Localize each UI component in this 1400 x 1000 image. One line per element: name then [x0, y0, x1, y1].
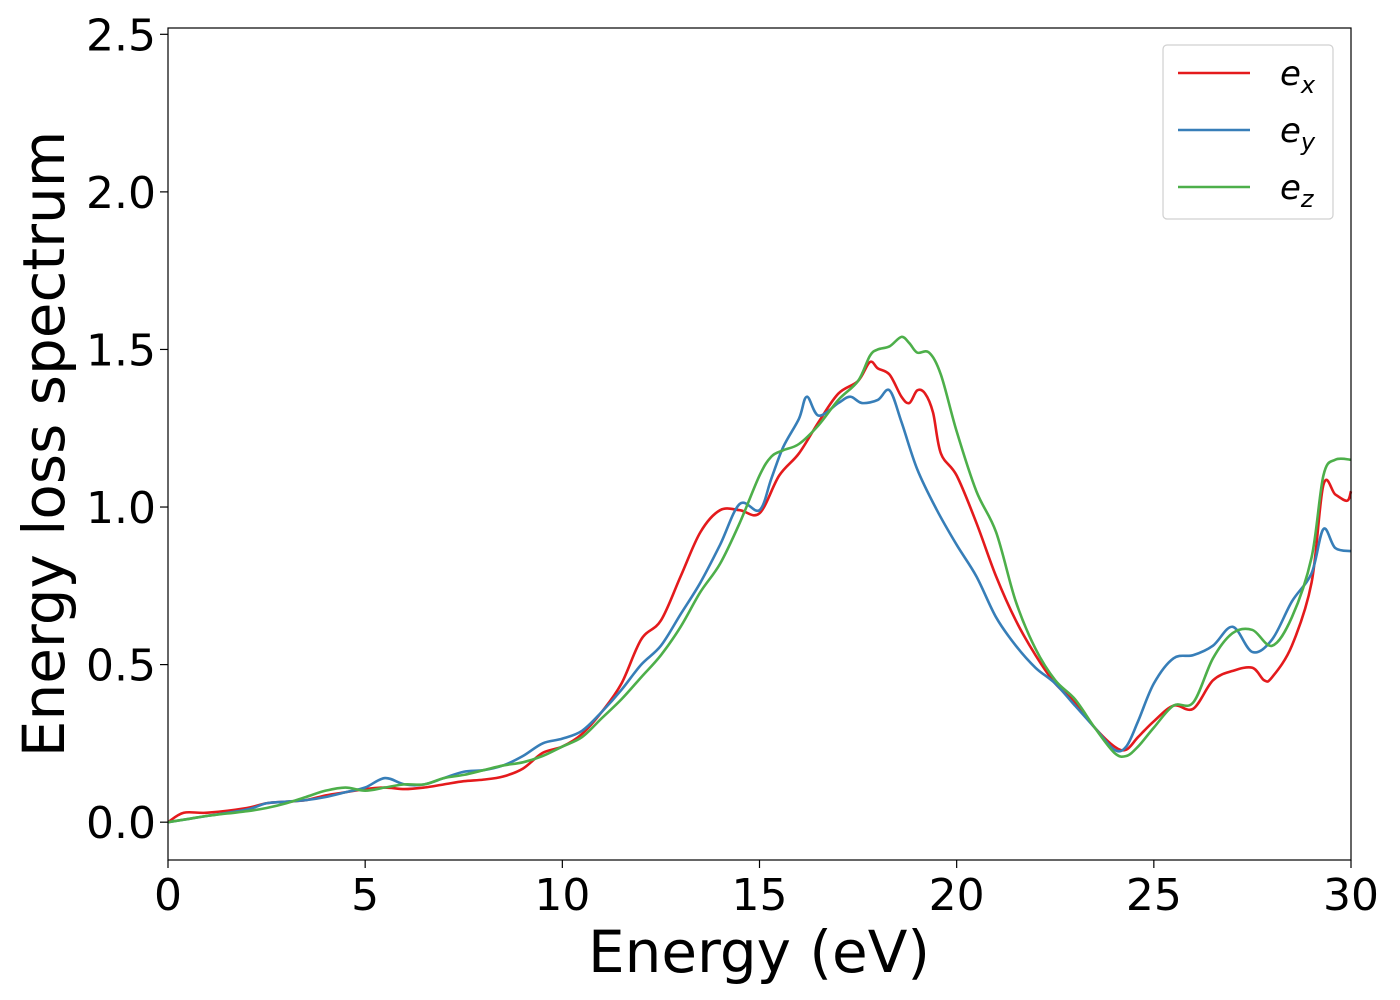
y-tick-label: 1.0	[86, 483, 156, 534]
series-line-ez	[167, 335, 1352, 824]
x-axis-label: Energy (eV)	[588, 918, 930, 986]
x-tick-label: 20	[929, 870, 985, 921]
x-tick-label: 5	[351, 870, 379, 921]
x-tick-label: 15	[732, 870, 788, 921]
x-tick-label: 30	[1323, 870, 1379, 921]
legend-label-base: e	[1280, 111, 1301, 151]
y-tick-label: 2.5	[86, 10, 156, 61]
x-axis-ticks: 0 5 10 15 20 25 30	[154, 860, 1379, 921]
x-tick-label: 0	[154, 870, 182, 921]
x-tick-label: 25	[1126, 870, 1182, 921]
legend-label-base: e	[1280, 168, 1301, 208]
series-layer	[167, 335, 1353, 824]
y-axis-ticks: 0.0 0.5 1.0 1.5 2.0 2.5	[86, 10, 168, 849]
legend-label: ex	[1280, 54, 1316, 99]
legend-label-subscript: x	[1300, 71, 1316, 99]
legend-label: ez	[1280, 168, 1315, 213]
legend-label-subscript: z	[1300, 185, 1315, 213]
y-tick-label: 0.5	[86, 641, 156, 692]
legend-box	[1162, 44, 1334, 220]
legend-label: ey	[1280, 111, 1316, 156]
legend-label-subscript: y	[1300, 128, 1316, 156]
y-tick-label: 0.0	[86, 798, 156, 849]
y-tick-label: 2.0	[86, 168, 156, 219]
y-axis-label: Energy loss spectrum	[10, 131, 78, 757]
legend-label-base: e	[1280, 54, 1301, 94]
x-tick-label: 10	[534, 870, 590, 921]
y-tick-label: 1.5	[86, 325, 156, 376]
